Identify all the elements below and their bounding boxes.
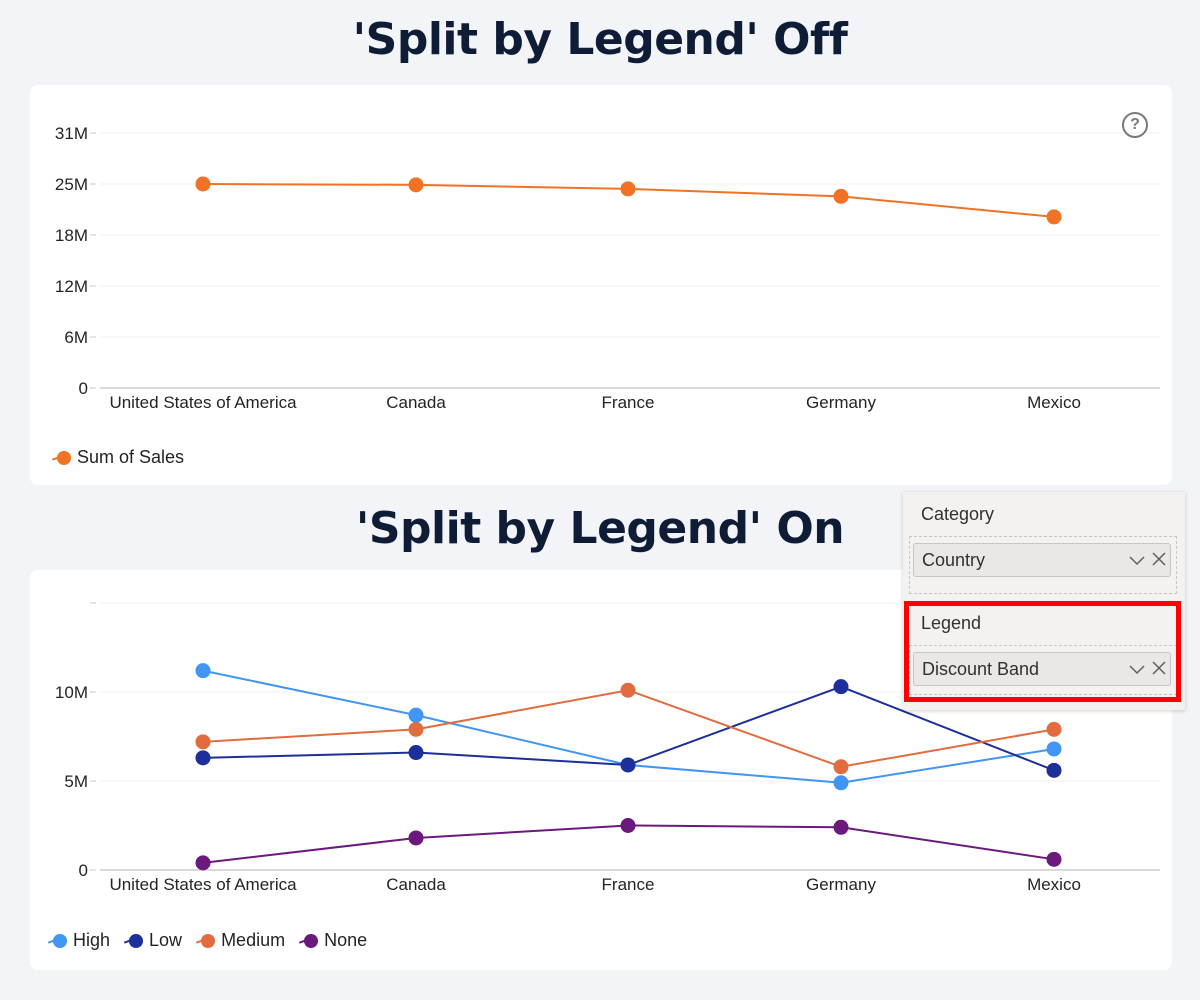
close-icon[interactable]	[1148, 659, 1170, 680]
data-point[interactable]	[1046, 721, 1062, 737]
y-axis-tick-label: 10M	[55, 683, 88, 702]
x-axis-tick-label: France	[602, 875, 655, 894]
chart-plot-area: 0 6M 12M 18M 25M 31M United States of America C…	[55, 124, 1160, 412]
y-axis-tick-label: 6M	[64, 328, 88, 347]
data-point[interactable]	[1046, 851, 1062, 867]
legend-item[interactable]: Medium	[196, 930, 285, 951]
legend-marker-icon	[123, 933, 144, 948]
legend-label: Medium	[221, 930, 286, 950]
legend-label: Sum of Sales	[77, 447, 185, 467]
y-axis-tick-label: 31M	[55, 124, 88, 143]
data-point[interactable]	[620, 682, 636, 698]
data-point[interactable]	[195, 663, 211, 679]
x-axis-tick-label: Germany	[806, 393, 876, 412]
data-point[interactable]	[833, 679, 849, 695]
close-icon[interactable]	[1148, 550, 1170, 571]
chevron-down-icon[interactable]	[1126, 550, 1148, 571]
y-axis-tick-label: 0	[79, 379, 88, 398]
x-axis-tick-label: United States of America	[109, 393, 297, 412]
chart-plot-area: 0 5M 10M United States of America Canada Fran…	[55, 602, 1160, 894]
category-drop-zone[interactable]	[909, 536, 1177, 594]
y-axis-tick-label: 18M	[55, 226, 88, 245]
x-axis-tick-label: Canada	[386, 875, 446, 894]
data-point[interactable]	[195, 855, 211, 871]
data-point[interactable]	[833, 188, 849, 204]
legend-marker-icon	[47, 933, 68, 948]
line-chart-split-off: 0 6M 12M 18M 25M 31M United States of America C…	[30, 85, 1172, 485]
category-well-label: Category	[921, 504, 995, 524]
legend-label: None	[324, 930, 368, 950]
x-axis-tick-label: France	[602, 393, 655, 412]
data-point[interactable]	[833, 819, 849, 835]
chart-legend: Sum of Sales	[51, 447, 185, 468]
y-axis-tick-label: 12M	[55, 277, 88, 296]
data-point[interactable]	[1046, 762, 1062, 778]
category-field-pill[interactable]: Country	[913, 543, 1171, 577]
legend-marker-icon	[51, 450, 72, 465]
legend-item[interactable]: Low	[123, 930, 183, 951]
legend-label: High	[73, 930, 111, 950]
legend-label: Low	[149, 930, 183, 950]
data-point[interactable]	[620, 757, 636, 773]
legend-marker-icon	[299, 933, 319, 948]
x-axis-tick-label: Mexico	[1027, 393, 1081, 412]
data-point[interactable]	[620, 181, 636, 197]
data-point[interactable]	[408, 177, 424, 193]
legend-item[interactable]: High	[47, 930, 111, 951]
data-point[interactable]	[620, 818, 636, 833]
data-point[interactable]	[1046, 741, 1062, 757]
x-axis-tick-label: United States of America	[109, 875, 297, 894]
chart-legend: High Low Medium None	[47, 930, 367, 951]
x-axis-tick-label: Germany	[806, 875, 876, 894]
data-point[interactable]	[1046, 209, 1062, 225]
field-wells-panel: Category Country Legend Discount Band	[903, 492, 1185, 710]
x-axis-tick-label: Mexico	[1027, 875, 1081, 894]
page-title-split-on: 'Split by Legend' On	[355, 503, 845, 554]
question-circle-icon[interactable]: ?	[1122, 112, 1148, 138]
data-point[interactable]	[408, 721, 424, 737]
chevron-down-icon[interactable]	[1126, 659, 1148, 680]
legend-well-label: Legend	[921, 613, 982, 633]
y-axis-tick-label: 0	[79, 861, 88, 880]
legend-field-pill[interactable]: Discount Band	[913, 652, 1171, 686]
category-field-name: Country	[922, 549, 986, 570]
data-point[interactable]	[408, 745, 424, 761]
y-axis-tick-label: 25M	[55, 175, 88, 194]
data-point[interactable]	[408, 707, 424, 723]
data-point[interactable]	[833, 759, 849, 775]
legend-item[interactable]: None	[299, 930, 367, 951]
data-point[interactable]	[195, 734, 211, 750]
legend-field-name: Discount Band	[922, 658, 1040, 679]
y-axis-tick-label: 5M	[64, 772, 88, 791]
legend-marker-icon	[196, 933, 216, 948]
x-axis-tick-label: Canada	[386, 393, 446, 412]
data-point[interactable]	[833, 775, 849, 791]
data-point[interactable]	[408, 830, 424, 846]
data-point[interactable]	[195, 176, 211, 192]
data-point[interactable]	[195, 750, 211, 766]
page-title-split-off: 'Split by Legend' Off	[352, 14, 848, 65]
legend-item[interactable]: Sum of Sales	[51, 447, 185, 468]
